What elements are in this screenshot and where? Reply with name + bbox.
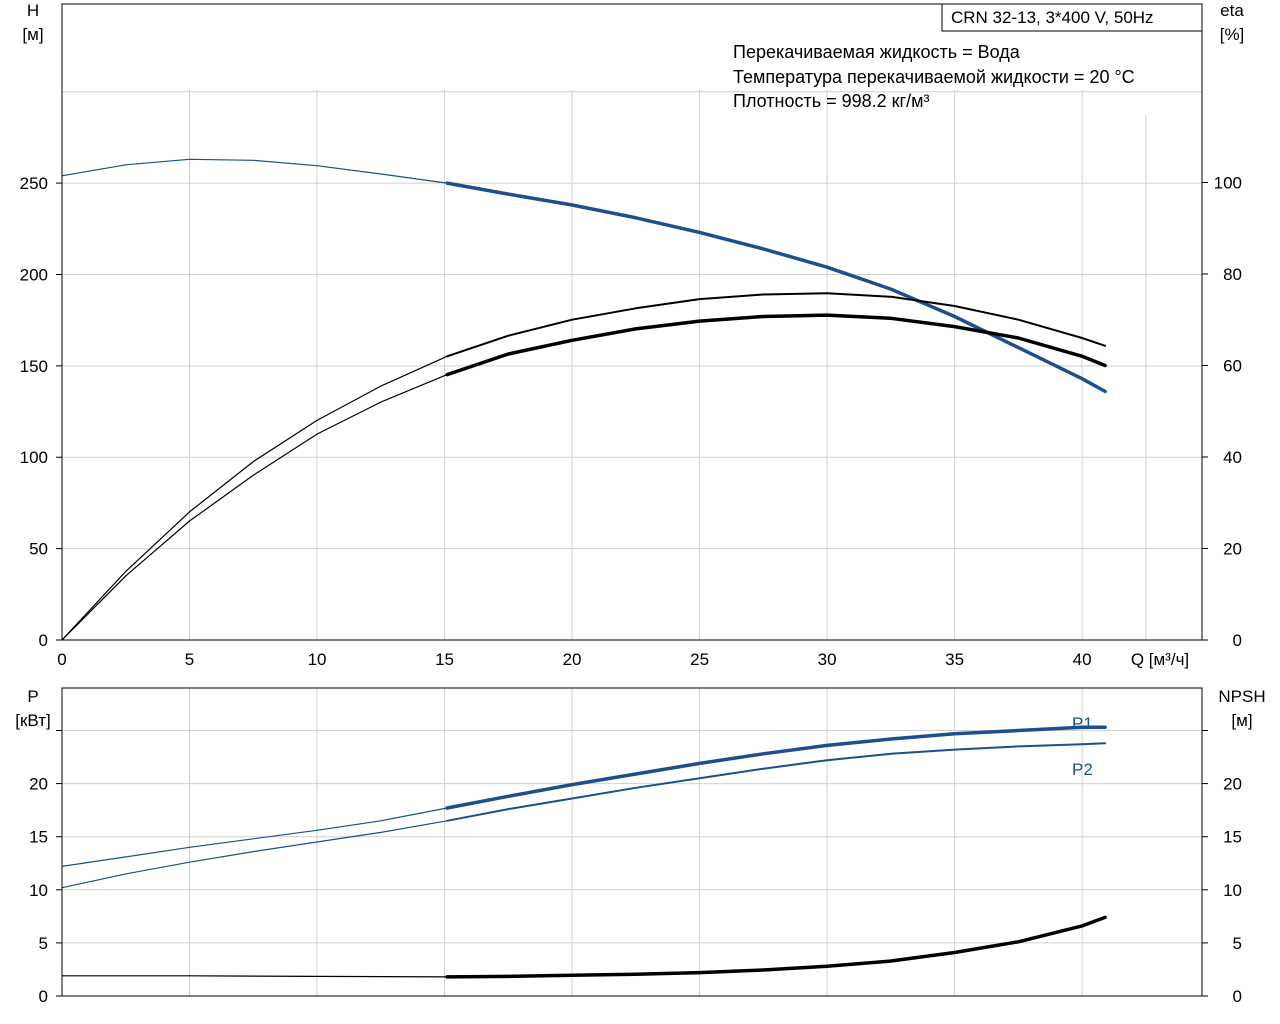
lower-left-axis-label-line2: [кВт] [15,711,50,730]
lower-series-0-thin [61,807,448,867]
lower-left-tick-label: 15 [29,828,48,847]
lower-right-tick-label: 20 [1223,775,1242,794]
lower-plot-frame [61,687,1203,997]
upper-right-tick-label: 60 [1223,356,1242,375]
upper-right-axis-label-line1: eta [1220,1,1244,20]
x-tick-label: 40 [1073,650,1092,669]
series-label-p2: P2 [1072,760,1093,779]
lower-right-tick-label: 10 [1223,881,1242,900]
upper-right-tick-label: 80 [1223,265,1242,284]
lower-series-2-thin [62,975,448,978]
lower-right-tick-label: 0 [1233,987,1242,1006]
x-tick-label: 0 [57,650,66,669]
upper-series-2-operating [445,313,1107,377]
upper-series-1-operating [446,292,1107,358]
lower-left-tick-label: 10 [29,881,48,900]
upper-grid [62,90,1202,640]
x-axis-label: Q [м³/ч] [1131,650,1189,669]
upper-right-tick-label: 20 [1223,539,1242,558]
x-tick-label: 20 [563,650,582,669]
annotation-fluid: Перекачиваемая жидкость = Вода [733,42,1021,62]
upper-left-tick-label: 150 [20,357,48,376]
upper-left-tick-label: 200 [20,265,48,284]
upper-plot-frame [61,3,1203,641]
lower-right-axis-label-line2: [м] [1231,711,1252,730]
upper-series [61,158,1107,641]
lower-grid [62,688,1202,996]
x-tick-label: 35 [945,650,964,669]
x-tick-label: 5 [185,650,194,669]
lower-series-2-operating [445,915,1107,979]
upper-series-0-thin [61,158,448,184]
lower-series-0-operating [445,725,1107,810]
upper-left-tick-label: 250 [20,174,48,193]
x-tick-label: 25 [690,650,709,669]
upper-right-tick-label: 40 [1223,448,1242,467]
tick-labels: 0 5 10 15 20 25 30 35 40050100150200250020406080… [20,173,1242,1006]
upper-left-axis-label-line1: H [27,1,39,20]
lower-right-tick-label: 5 [1233,934,1242,953]
chart-title: CRN 32-13, 3*400 V, 50Hz [951,8,1154,27]
upper-right-tick-label: 0 [1233,631,1242,650]
upper-series-1-thin [61,355,448,641]
chart-title-box [941,3,1203,32]
upper-right-axis-label-line2: [%] [1220,25,1245,44]
upper-left-tick-label: 0 [39,631,48,650]
upper-left-axis-label-line2: [м] [22,25,43,44]
lower-left-axis-label-line1: P [27,687,38,706]
lower-right-axis-label-line1: NPSH [1218,687,1265,706]
lower-right-tick-label: 15 [1223,828,1242,847]
upper-series-2-thin [61,374,448,641]
x-tick-label: 15 [435,650,454,669]
lower-left-tick-label: 20 [29,775,48,794]
lower-series-1-thin [61,820,448,889]
x-tick-label: 30 [818,650,837,669]
upper-series-0-operating [445,181,1107,394]
lower-left-tick-label: 5 [39,934,48,953]
lower-left-tick-label: 0 [39,987,48,1006]
lower-series [61,725,1107,979]
upper-left-tick-label: 50 [29,540,48,559]
lower-series-1-operating [446,742,1107,822]
upper-right-tick-label: 100 [1214,173,1242,192]
annotation-density: Плотность = 998.2 кг/м³ [733,91,929,111]
upper-left-tick-label: 100 [20,448,48,467]
series-label-p1: P1 [1072,714,1093,733]
annotation-temperature: Температура перекачиваемой жидкости = 20… [733,67,1135,87]
x-tick-label: 10 [308,650,327,669]
